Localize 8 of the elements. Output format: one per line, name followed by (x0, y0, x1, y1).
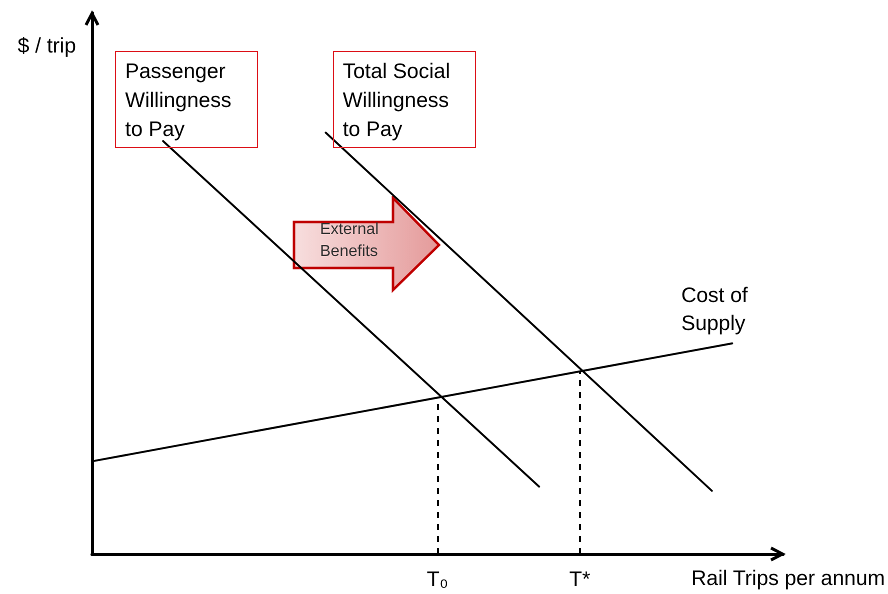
x-tick-label: T₀ (426, 568, 448, 591)
y-axis-title: $ / trip (18, 34, 76, 58)
x-tick-label: T* (569, 568, 590, 591)
x-axis-title: Rail Trips per annum (691, 567, 885, 590)
series-label: Cost of Supply (681, 283, 749, 338)
series-label: Passenger Willingness to Pay (125, 59, 232, 144)
annotation: External Benefits (320, 220, 380, 262)
series-label: Total Social Willingness to Pay (342, 58, 452, 143)
